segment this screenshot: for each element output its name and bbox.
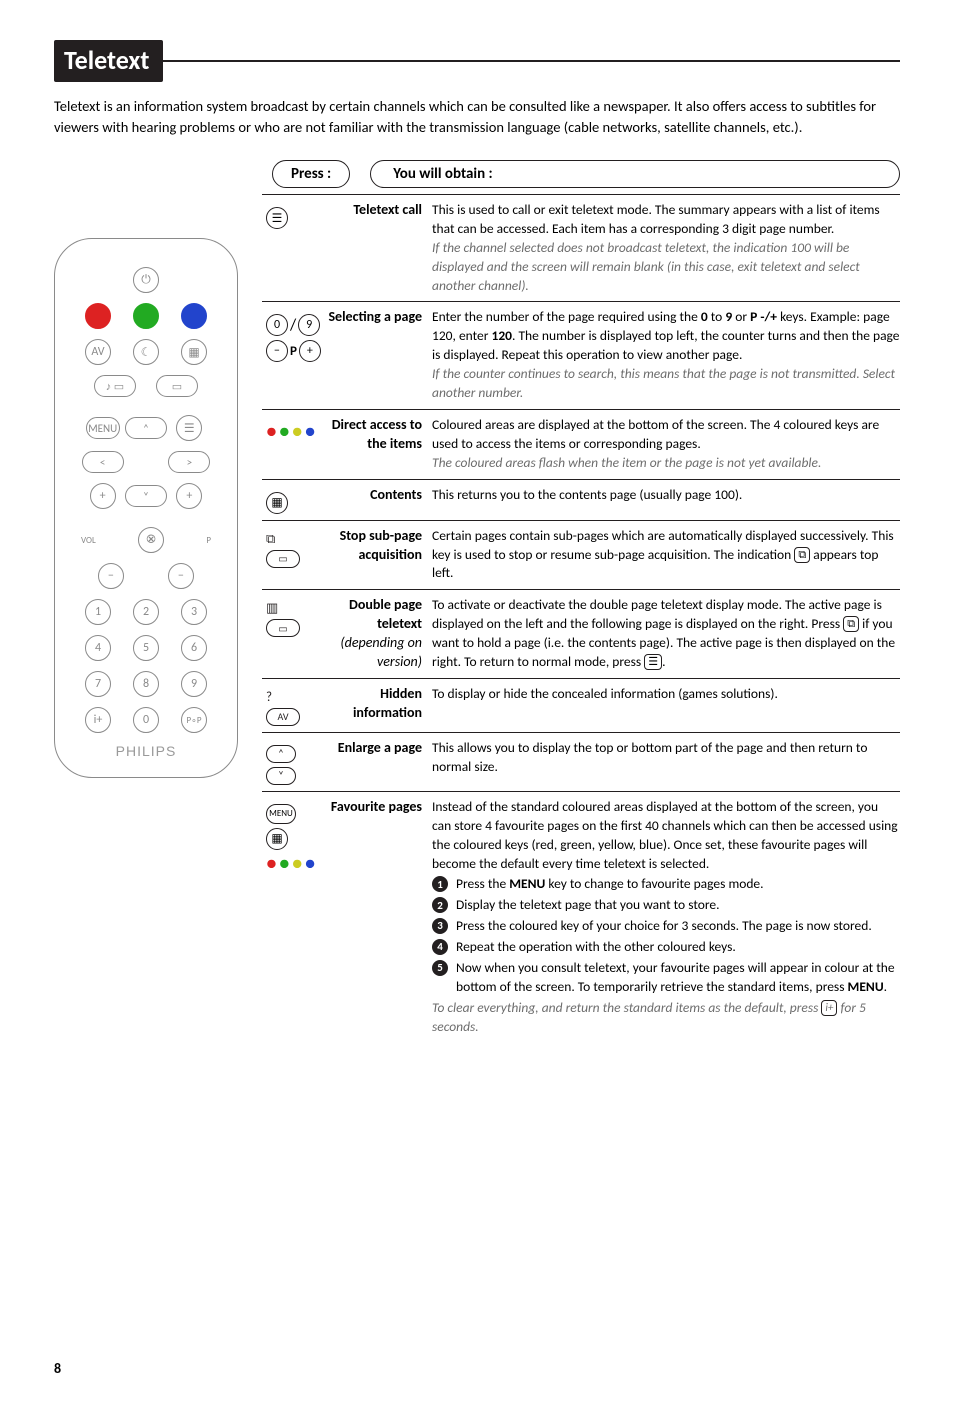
- head-obtain: You will obtain :: [370, 160, 900, 188]
- title-bar: Teletext: [54, 40, 900, 82]
- body-stop-subpage: Certain pages contain sub-pages which ar…: [432, 527, 900, 584]
- colour-dots-icon: ●●●●: [266, 854, 316, 872]
- icon-enlarge: ˄ ˅: [262, 739, 320, 785]
- body-double-page: To activate or deactivate the double pag…: [432, 596, 900, 672]
- row-double-page: ▥ ▭ Double page teletext(depending on ve…: [262, 589, 900, 678]
- body-ital: The coloured areas flash when the item o…: [432, 454, 821, 471]
- label-stop-subpage: Stop sub-page acquisition: [320, 527, 432, 584]
- icon-selecting-page: 0/9 −P+: [262, 308, 320, 402]
- row-stop-subpage: ⧉ ▭ Stop sub-page acquisition Certain pa…: [262, 520, 900, 590]
- step-text: Repeat the operation with the other colo…: [456, 938, 736, 957]
- body-hidden: To display or hide the concealed informa…: [432, 685, 900, 726]
- label-favourite: Favourite pages: [320, 798, 432, 1037]
- step-text: Press the coloured key of your choice fo…: [456, 917, 872, 936]
- label-double-page: Double page teletext(depending on versio…: [320, 596, 432, 672]
- menu-icon: MENU: [266, 804, 296, 824]
- icon-stop-subpage: ⧉ ▭: [262, 527, 320, 584]
- icon-double-page: ▥ ▭: [262, 596, 320, 672]
- icon-favourite: MENU ▦ ●●●●: [262, 798, 320, 1037]
- body-direct-access: Coloured areas are displayed at the bott…: [432, 416, 900, 473]
- double-page-icon: ▥: [266, 602, 278, 615]
- body-text: This is used to call or exit teletext mo…: [432, 201, 880, 237]
- teletext-icon: ☰: [266, 207, 288, 229]
- row-selecting-page: 0/9 −P+ Selecting a page Enter the numbe…: [262, 301, 900, 408]
- step-text: Display the teletext page that you want …: [456, 896, 720, 915]
- label-selecting-page: Selecting a page: [320, 308, 432, 402]
- body-contents: This returns you to the contents page (u…: [432, 486, 900, 514]
- hidden-icon: ?: [266, 691, 272, 704]
- remote-brand: PHILIPS: [116, 743, 177, 759]
- reference-table: Press : You will obtain : ☰ Teletext cal…: [262, 160, 900, 1043]
- label-teletext-call: Teletext call: [320, 201, 432, 295]
- remote-column: ⏻ AV ☾ ▦ ♪ ▭ ▭ MENU˄☰ ˂˃ +˅+ VOL⮿P: [54, 160, 244, 1043]
- contents-icon: ▦: [266, 492, 288, 514]
- row-contents: ▦ Contents This returns you to the conte…: [262, 479, 900, 520]
- content-wrap: ⏻ AV ☾ ▦ ♪ ▭ ▭ MENU˄☰ ˂˃ +˅+ VOL⮿P: [54, 160, 900, 1043]
- title-rule: [163, 60, 900, 62]
- icon-direct-access: ●●●●: [262, 416, 320, 473]
- colour-dots-icon: ●●●●: [266, 422, 316, 440]
- subpage-icon: ⧉: [266, 533, 275, 546]
- page-title: Teletext: [54, 40, 163, 82]
- row-enlarge: ˄ ˅ Enlarge a page This allows you to di…: [262, 732, 900, 791]
- head-press: Press :: [272, 160, 350, 188]
- contents-icon: ▦: [266, 828, 288, 850]
- label-contents: Contents: [320, 486, 432, 514]
- body-teletext-call: This is used to call or exit teletext mo…: [432, 201, 900, 295]
- body-text: Coloured areas are displayed at the bott…: [432, 416, 879, 452]
- body-ital: To clear everything, and return the stan…: [432, 999, 866, 1035]
- table-head-row: Press : You will obtain :: [262, 160, 900, 188]
- icon-contents: ▦: [262, 486, 320, 514]
- favourite-steps: 1Press the MENU key to change to favouri…: [432, 875, 900, 996]
- row-teletext-call: ☰ Teletext call This is used to call or …: [262, 194, 900, 301]
- body-selecting-page: Enter the number of the page required us…: [432, 308, 900, 402]
- body-ital: If the counter continues to search, this…: [432, 365, 895, 401]
- icon-hidden: ? AV: [262, 685, 320, 726]
- body-favourite: Instead of the standard coloured areas d…: [432, 798, 900, 1037]
- icon-teletext-call: ☰: [262, 201, 320, 295]
- body-text: Instead of the standard coloured areas d…: [432, 798, 898, 872]
- remote-outline: ⏻ AV ☾ ▦ ♪ ▭ ▭ MENU˄☰ ˂˃ +˅+ VOL⮿P: [54, 238, 238, 778]
- page-number: 8: [54, 1360, 61, 1377]
- label-direct-access: Direct access to the items: [320, 416, 432, 473]
- label-enlarge: Enlarge a page: [320, 739, 432, 785]
- body-ital: If the channel selected does not broadca…: [432, 239, 860, 294]
- intro-paragraph: Teletext is an information system broadc…: [54, 96, 900, 138]
- body-enlarge: This allows you to display the top or bo…: [432, 739, 900, 785]
- row-favourite: MENU ▦ ●●●● Favourite pages Instead of t…: [262, 791, 900, 1043]
- row-hidden: ? AV Hidden information To display or hi…: [262, 678, 900, 732]
- label-hidden: Hidden information: [320, 685, 432, 726]
- row-direct-access: ●●●● Direct access to the items Coloured…: [262, 409, 900, 479]
